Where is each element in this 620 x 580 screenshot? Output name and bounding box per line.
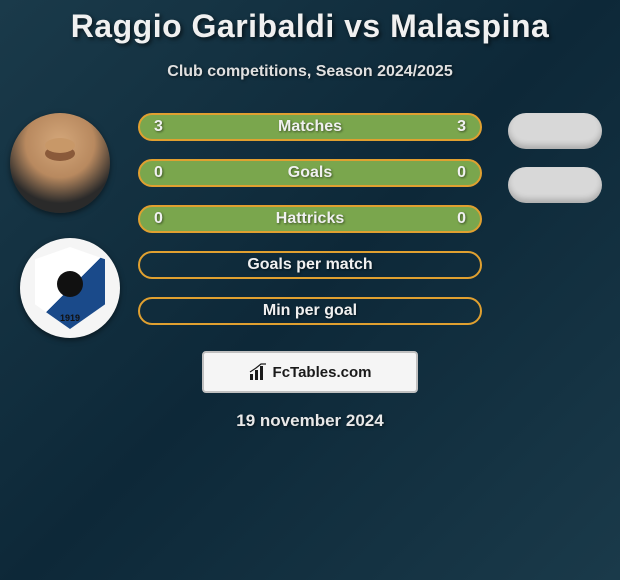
subtitle: Club competitions, Season 2024/2025 bbox=[0, 63, 620, 81]
fctables-logo-box[interactable]: FcTables.com bbox=[202, 351, 418, 393]
stat-label: Min per goal bbox=[263, 302, 357, 320]
stat-label: Matches bbox=[278, 118, 342, 136]
stat-right-value: 0 bbox=[457, 164, 466, 182]
stat-row-min-per-goal: Min per goal bbox=[138, 297, 482, 325]
stat-row-hattricks: 0 Hattricks 0 bbox=[138, 205, 482, 233]
club-badge bbox=[20, 238, 120, 338]
club-badge-shield bbox=[35, 247, 105, 329]
fctables-logo-text: FcTables.com bbox=[273, 364, 372, 381]
stat-bars: 3 Matches 3 0 Goals 0 0 Hattricks 0 Goal… bbox=[138, 113, 482, 343]
date-label: 19 november 2024 bbox=[0, 411, 620, 431]
bar-chart-icon bbox=[249, 363, 267, 381]
stat-right-value: 3 bbox=[457, 118, 466, 136]
right-bubbles bbox=[508, 113, 602, 221]
player-right-avatar-placeholder bbox=[508, 113, 602, 149]
club-right-badge-placeholder bbox=[508, 167, 602, 203]
stat-left-value: 0 bbox=[154, 210, 163, 228]
comparison-card: Raggio Garibaldi vs Malaspina Club compe… bbox=[0, 0, 620, 431]
page-title: Raggio Garibaldi vs Malaspina bbox=[0, 8, 620, 45]
stats-area: 3 Matches 3 0 Goals 0 0 Hattricks 0 Goal… bbox=[0, 113, 620, 343]
stat-label: Goals per match bbox=[247, 256, 372, 274]
stat-label: Goals bbox=[288, 164, 332, 182]
stat-left-value: 0 bbox=[154, 164, 163, 182]
stat-label: Hattricks bbox=[276, 210, 344, 228]
stat-row-matches: 3 Matches 3 bbox=[138, 113, 482, 141]
stat-left-value: 3 bbox=[154, 118, 163, 136]
player-left-avatar bbox=[10, 113, 110, 213]
stat-row-goals-per-match: Goals per match bbox=[138, 251, 482, 279]
stat-right-value: 0 bbox=[457, 210, 466, 228]
stat-row-goals: 0 Goals 0 bbox=[138, 159, 482, 187]
